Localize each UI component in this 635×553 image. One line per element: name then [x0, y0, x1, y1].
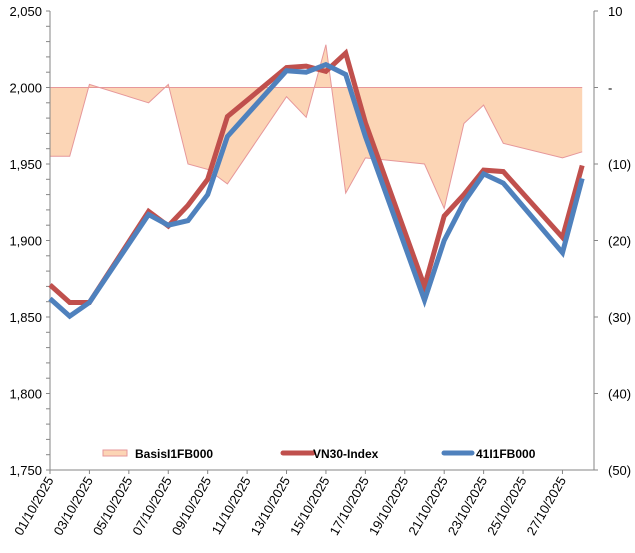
right-axis-tick-label: (40)	[608, 387, 631, 402]
legend-label-vn30: VN30-Index	[313, 447, 379, 461]
x-axis-tick-label: 25/10/2025	[484, 474, 530, 538]
legend-label-futures: 41I1FB000	[476, 447, 536, 461]
legend-swatch-basis	[102, 449, 128, 457]
x-axis-tick-label: 27/10/2025	[524, 474, 570, 538]
right-axis-tick-label: (50)	[608, 463, 631, 478]
x-axis-tick-label: 03/10/2025	[50, 474, 96, 538]
x-axis-tick-label: 09/10/2025	[169, 474, 215, 538]
basis-area-layer	[50, 44, 583, 210]
right-axis-tick-label: (20)	[608, 234, 631, 249]
x-axis-tick-label: 23/10/2025	[445, 474, 491, 538]
x-axis-tick-label: 05/10/2025	[90, 474, 136, 538]
left-axis-tick-label: 2,000	[9, 81, 42, 96]
x-axis-tick-label: 17/10/2025	[326, 474, 372, 538]
left-axis-tick-label: 2,050	[9, 4, 42, 19]
legend-label-basis: BasisI1FB000	[135, 447, 213, 461]
x-axis-tick-label: 21/10/2025	[405, 474, 451, 538]
futures-41i1fb000-line	[48, 61, 585, 320]
basis-area	[50, 44, 583, 209]
x-axis-tick-label: 19/10/2025	[366, 474, 412, 538]
right-axis-tick-label: -	[608, 81, 612, 96]
right-axis-tick-label: (10)	[608, 157, 631, 172]
right-axis-tick-label: (30)	[608, 310, 631, 325]
lines-layer	[48, 48, 585, 320]
left-axis-tick-label: 1,850	[9, 310, 42, 325]
x-axis-tick-label: 15/10/2025	[287, 474, 333, 538]
left-axis-tick-label: 1,950	[9, 157, 42, 172]
left-axis-tick-label: 1,750	[9, 463, 42, 478]
basis-area-edge	[50, 44, 583, 210]
legend: BasisI1FB000 VN30-Index 41I1FB000	[102, 447, 536, 461]
x-axis-tick-label: 01/10/2025	[11, 474, 57, 538]
x-axis-tick-label: 07/10/2025	[129, 474, 175, 538]
x-axis-tick-label: 13/10/2025	[248, 474, 294, 538]
right-axis-tick-label: 10	[608, 4, 622, 19]
x-axis-tick-label: 11/10/2025	[209, 474, 254, 537]
left-axis-tick-label: 1,900	[9, 234, 42, 249]
left-axis-tick-label: 1,800	[9, 387, 42, 402]
